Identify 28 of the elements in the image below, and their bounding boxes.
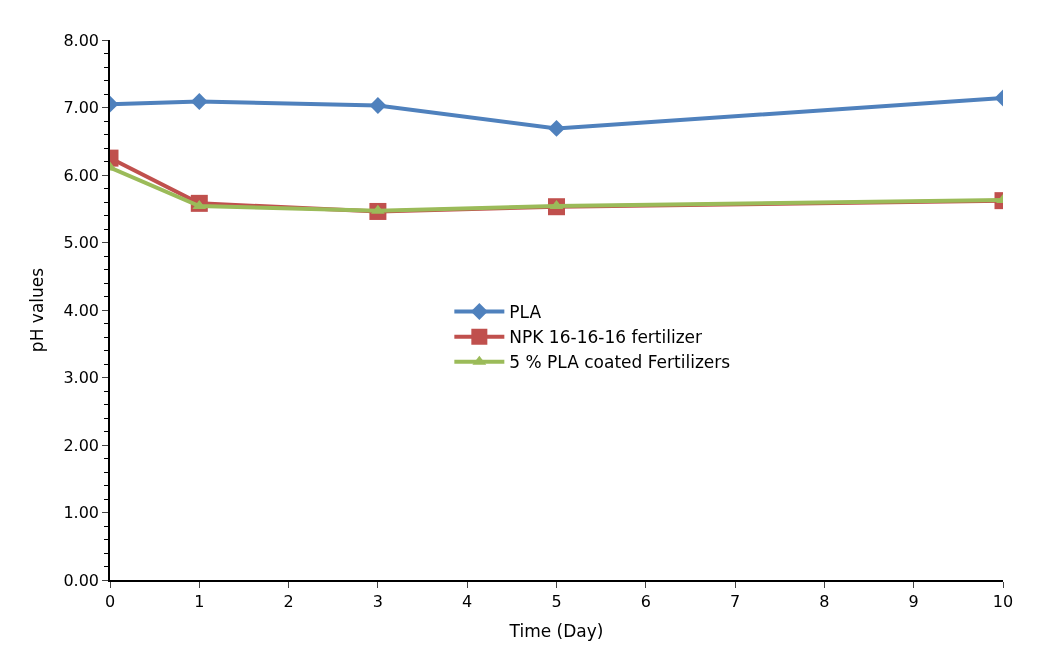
x-tick-label: 4 xyxy=(462,591,473,611)
y-tick-label: 1.00 xyxy=(63,503,100,523)
x-tick-label: 7 xyxy=(730,591,741,611)
x-tick-label: 9 xyxy=(908,591,919,611)
y-tick-label: 5.00 xyxy=(63,233,100,253)
y-tick-label: 4.00 xyxy=(63,300,100,320)
y-tick-label: 8.00 xyxy=(63,30,100,50)
x-axis-title: Time (Day) xyxy=(508,620,604,641)
y-axis-title: pH values xyxy=(27,267,48,353)
x-tick-label: 5 xyxy=(551,591,562,611)
x-tick-label: 10 xyxy=(992,591,1014,611)
y-tick-label: 6.00 xyxy=(63,165,100,185)
y-tick-label: 7.00 xyxy=(63,98,100,118)
legend-label: 5 % PLA coated Fertilizers xyxy=(509,352,731,373)
point xyxy=(548,119,565,137)
point xyxy=(190,92,208,110)
x-tick-label: 0 xyxy=(104,591,116,611)
x-tick-label: 2 xyxy=(283,591,294,611)
y-tick-label: 3.00 xyxy=(63,368,100,388)
legend-label: NPK 16-16-16 fertilizer xyxy=(509,327,703,348)
x-tick-label: 6 xyxy=(640,591,651,611)
legend-label: PLA xyxy=(509,302,542,323)
y-tick-label: 2.00 xyxy=(63,435,100,455)
y-tick-label: 0.00 xyxy=(63,570,100,590)
point xyxy=(369,97,387,114)
x-tick-label: 8 xyxy=(819,591,830,611)
x-tick-label: 3 xyxy=(372,591,383,611)
x-tick-label: 1 xyxy=(194,591,205,611)
